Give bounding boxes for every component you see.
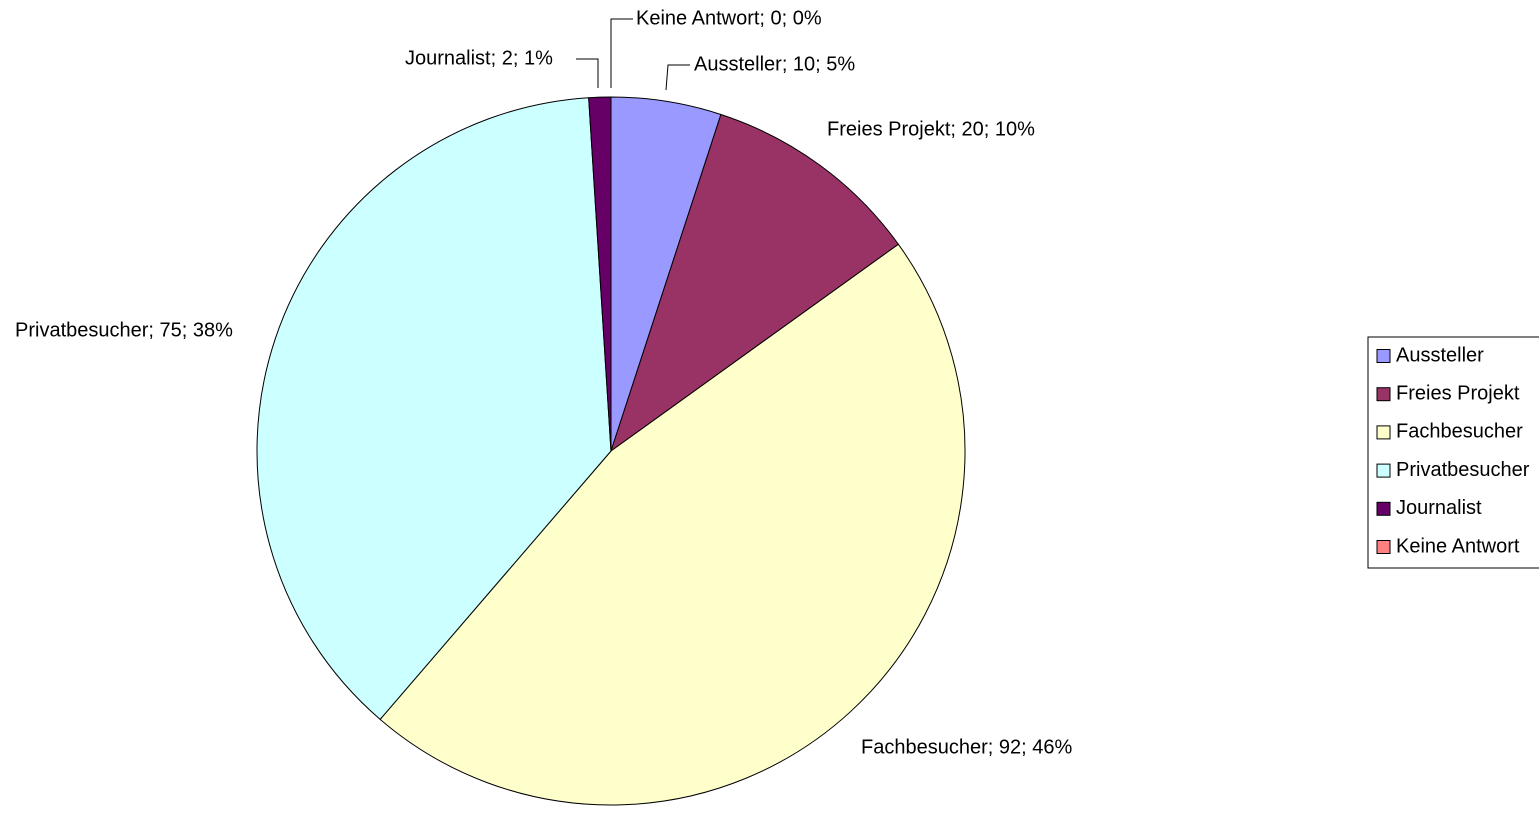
data-label: Freies Projekt; 20; 10% <box>827 118 1035 140</box>
data-label: Privatbesucher; 75; 38% <box>15 319 233 341</box>
legend-label: Aussteller <box>1396 344 1484 366</box>
data-label: Keine Antwort; 0; 0% <box>636 7 822 29</box>
legend-swatch <box>1376 387 1391 402</box>
legend-box <box>1367 336 1539 569</box>
legend-label: Freies Projekt <box>1396 382 1520 404</box>
legend-swatch <box>1376 501 1391 516</box>
pie-slice <box>256 97 612 721</box>
legend-label: Privatbesucher <box>1396 459 1530 481</box>
legend-swatch <box>1376 349 1391 363</box>
data-label: Fachbesucher; 92; 46% <box>861 736 1072 758</box>
legend-swatch <box>1376 425 1391 440</box>
leader-line <box>610 18 633 88</box>
data-label: Journalist; 2; 1% <box>405 47 553 69</box>
pie-slice <box>610 113 900 453</box>
data-label: Aussteller; 10; 5% <box>694 53 855 75</box>
legend-swatch <box>1376 463 1391 478</box>
legend-label: Fachbesucher <box>1396 421 1523 443</box>
pie-slice <box>379 243 966 806</box>
legend-label: Journalist <box>1396 497 1482 519</box>
legend-label: Keine Antwort <box>1396 535 1520 557</box>
legend-swatch <box>1376 540 1391 554</box>
leader-line <box>665 64 690 91</box>
leader-line <box>576 58 599 88</box>
